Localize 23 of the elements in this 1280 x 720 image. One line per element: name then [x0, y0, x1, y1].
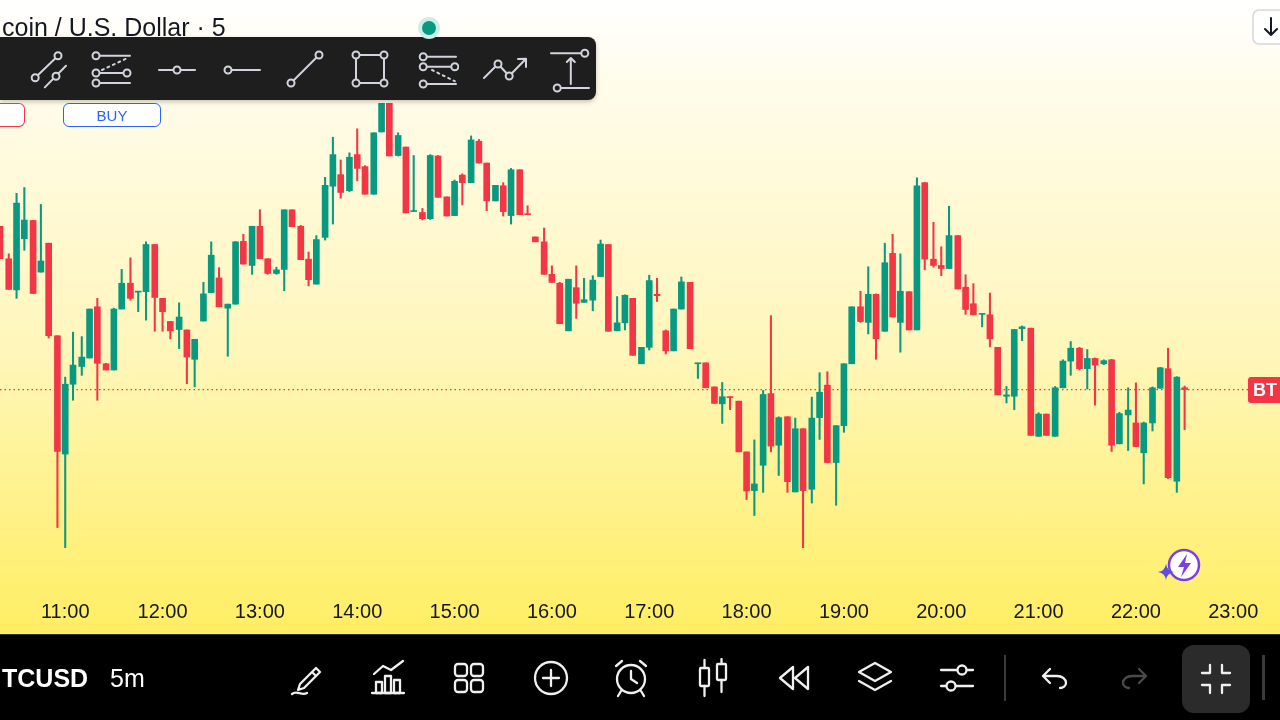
candlestick: [224, 303, 232, 357]
x-tick-label: 15:00: [429, 599, 480, 622]
x-tick-label: 13:00: [234, 599, 285, 622]
x-tick-label: 16:00: [526, 599, 577, 622]
x-tick-label: 17:00: [624, 599, 675, 622]
x-tick-label: 14:00: [332, 599, 383, 622]
ref-line-label: BT: [1248, 376, 1280, 403]
x-tick-label: 12:00: [137, 599, 188, 622]
candlestick: [410, 155, 418, 212]
button: BUY: [63, 103, 161, 127]
text: TCUSD: [2, 663, 89, 693]
x-tick-label: 20:00: [916, 599, 967, 622]
x-tick-label: 18:00: [721, 599, 772, 622]
x-tick-label: 19:00: [818, 599, 869, 622]
x-tick-label: 22:00: [1110, 599, 1161, 622]
x-tick-label: 11:00: [40, 599, 90, 622]
text: 5m: [110, 663, 145, 693]
annotation: BUY: [96, 106, 128, 124]
candlestick: [694, 362, 702, 379]
x-tick-label: 23:00: [1208, 599, 1259, 622]
chart-title: coin / U.S. Dollar · 5: [2, 12, 226, 42]
x-tick-label: 21:00: [1013, 599, 1064, 622]
candlestick: [653, 278, 661, 302]
